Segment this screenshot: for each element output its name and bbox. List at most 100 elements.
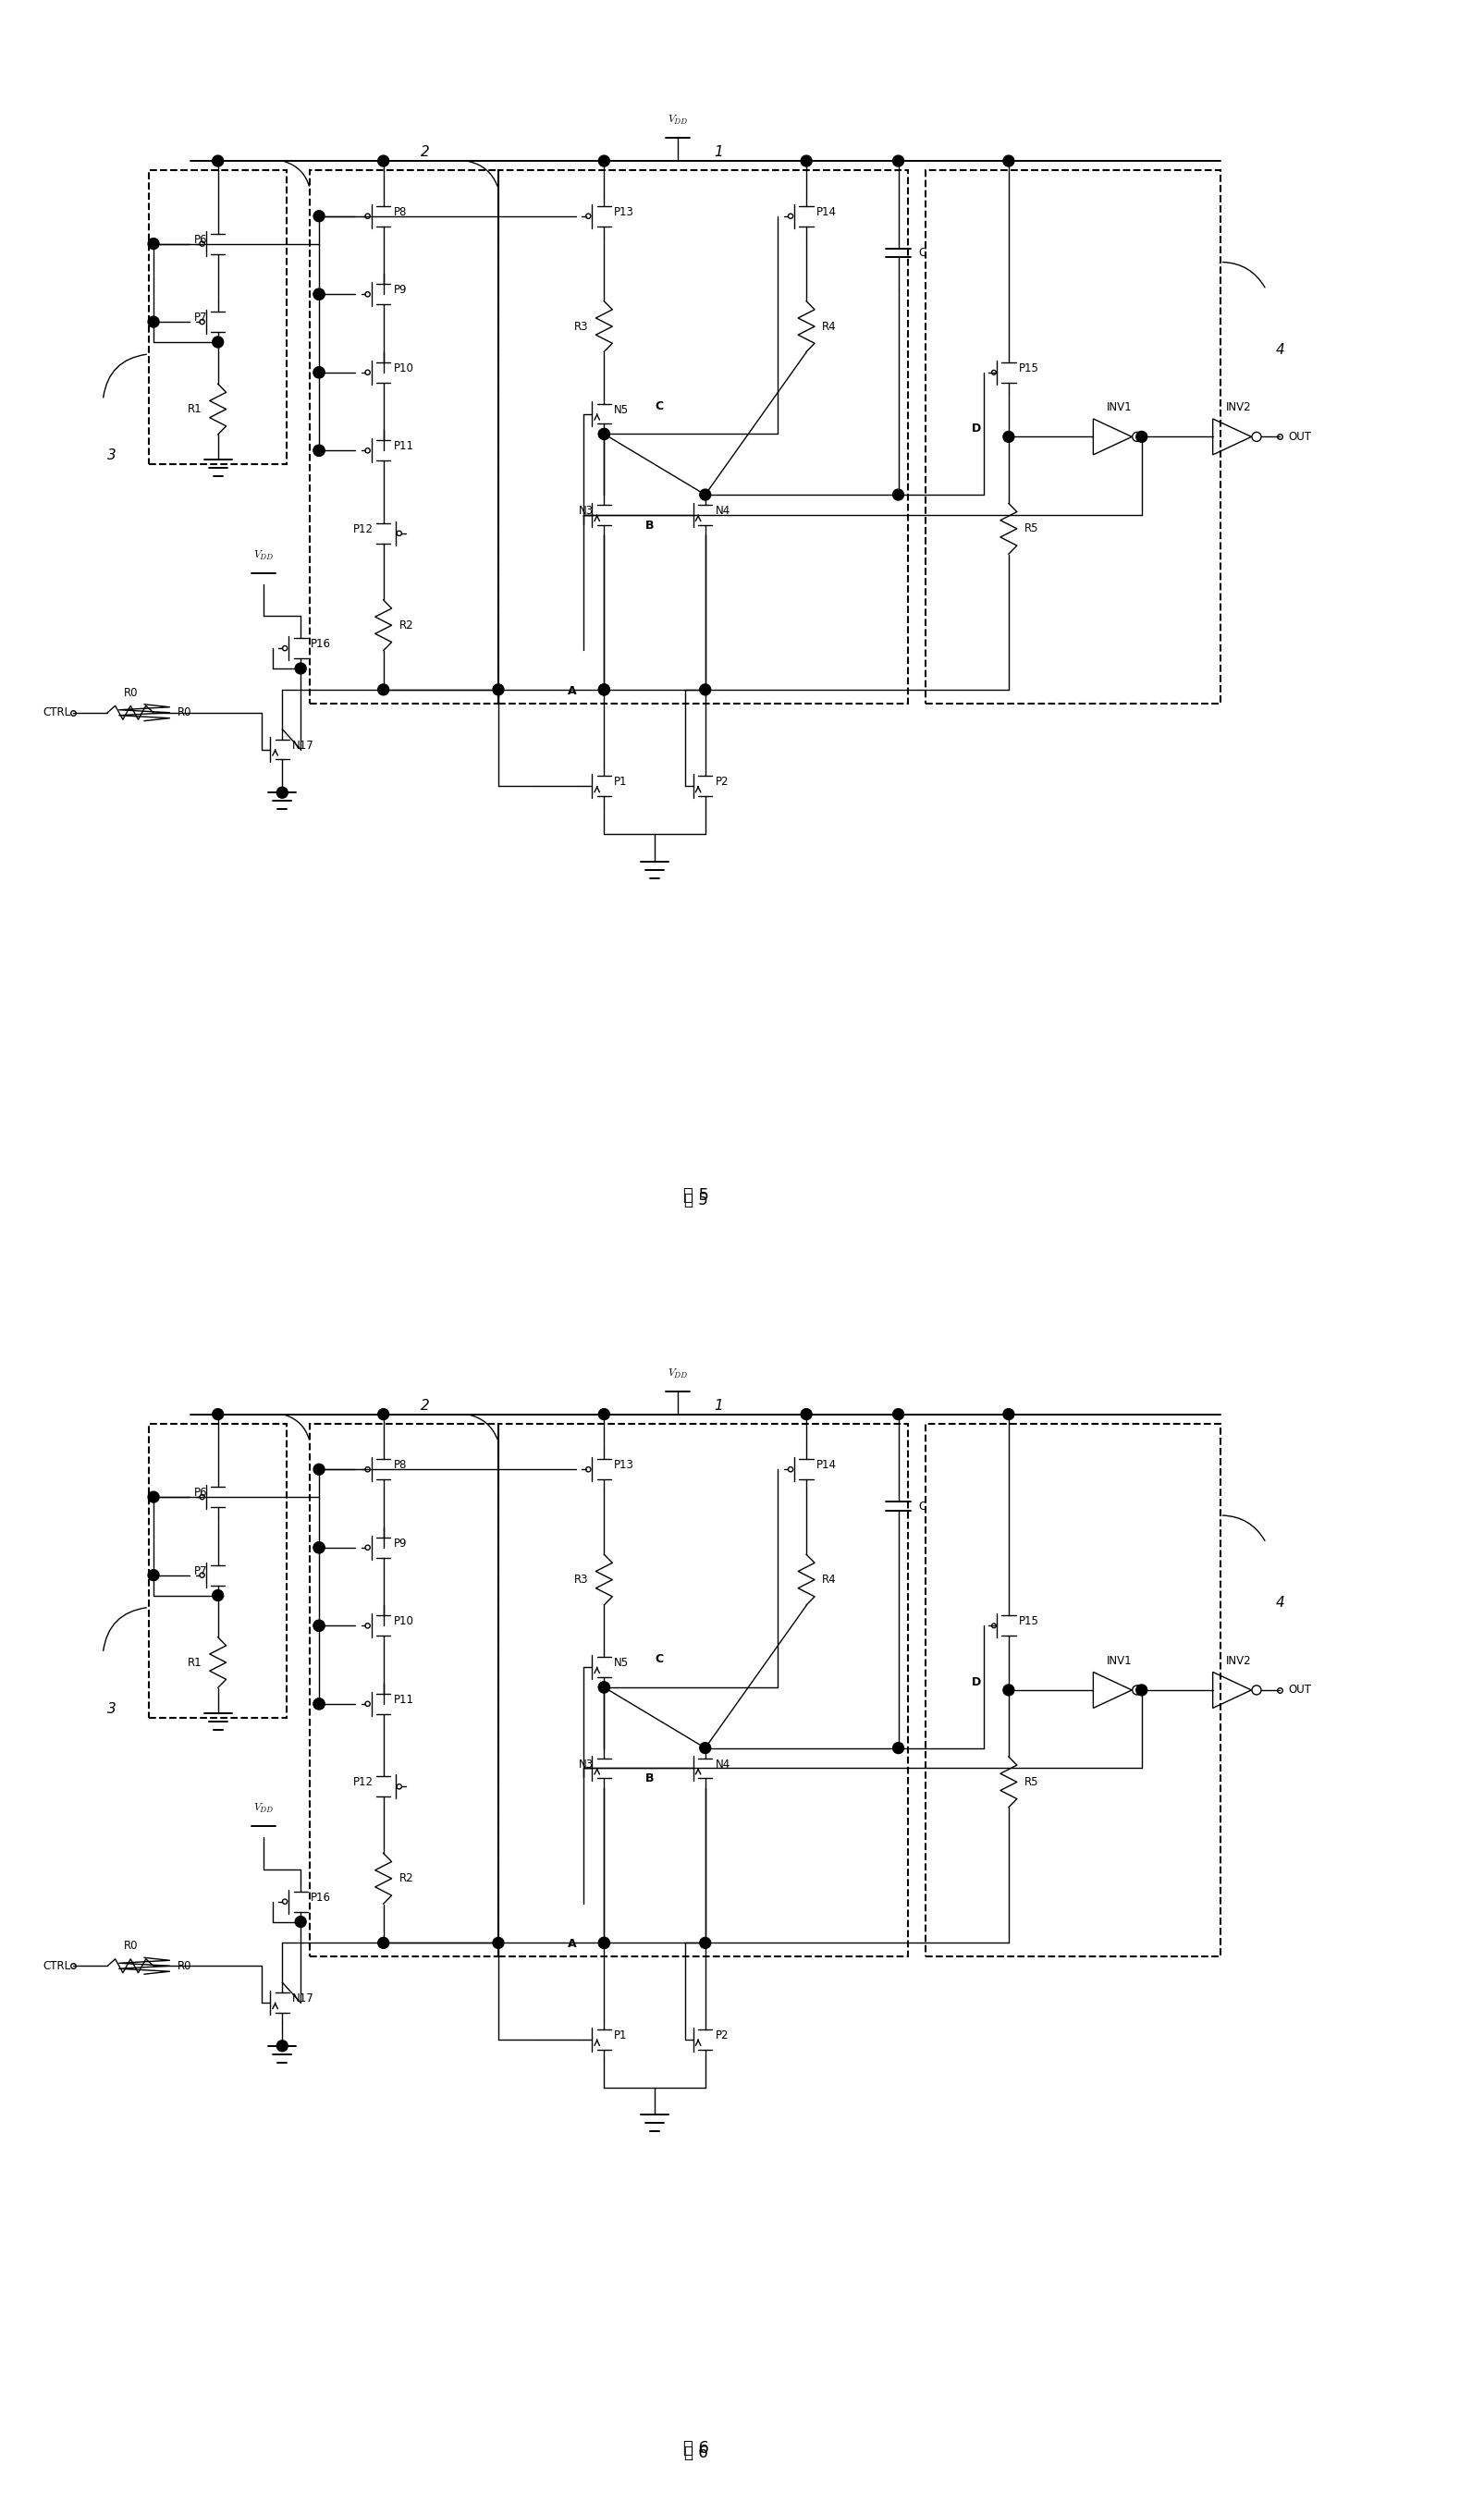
Circle shape	[148, 1571, 159, 1581]
Text: P1: P1	[614, 2031, 628, 2041]
Bar	[310, 1422, 499, 1958]
Text: D: D	[972, 1676, 981, 1689]
Circle shape	[313, 1543, 325, 1553]
Text: P8: P8	[393, 206, 407, 219]
Text: P8: P8	[393, 1460, 407, 1470]
Circle shape	[493, 1938, 505, 1948]
Text: 3: 3	[107, 1701, 117, 1716]
Text: P9: P9	[393, 1538, 407, 1551]
Text: INV1: INV1	[1106, 402, 1132, 415]
Text: R5: R5	[1024, 523, 1039, 535]
Text: C: C	[654, 400, 663, 412]
Text: $V_{DD}$: $V_{DD}$	[668, 113, 689, 128]
Circle shape	[313, 289, 325, 299]
Text: 1: 1	[714, 146, 723, 158]
Text: N3: N3	[579, 505, 594, 518]
Text: P11: P11	[393, 440, 414, 452]
Circle shape	[313, 1621, 325, 1631]
Text: 图 5: 图 5	[683, 1186, 709, 1204]
Circle shape	[598, 430, 610, 440]
Text: R5: R5	[1024, 1777, 1039, 1789]
Text: 2: 2	[420, 146, 429, 158]
Circle shape	[598, 1938, 610, 1948]
Text: P12: P12	[353, 523, 374, 535]
Circle shape	[378, 684, 389, 696]
Circle shape	[378, 1410, 389, 1420]
Circle shape	[1137, 1684, 1147, 1696]
Text: 图 6: 图 6	[683, 2440, 709, 2458]
Bar	[310, 171, 499, 704]
Circle shape	[313, 289, 325, 299]
Text: P1: P1	[614, 777, 628, 789]
Circle shape	[893, 1410, 904, 1420]
Circle shape	[378, 156, 389, 166]
Text: 图 5: 图 5	[684, 1191, 708, 1209]
Bar	[499, 171, 908, 704]
Text: INV2: INV2	[1226, 1656, 1251, 1666]
Circle shape	[893, 1742, 904, 1754]
Circle shape	[801, 156, 812, 166]
Circle shape	[313, 367, 325, 377]
Text: P13: P13	[614, 1460, 635, 1470]
Text: P10: P10	[393, 1616, 414, 1628]
Text: C: C	[654, 1654, 663, 1666]
Text: R0: R0	[123, 1940, 138, 1953]
Text: $V_{DD}$: $V_{DD}$	[254, 548, 275, 563]
Text: A: A	[567, 686, 576, 696]
Text: P16: P16	[310, 638, 331, 651]
Bar	[148, 1422, 286, 1719]
Circle shape	[598, 1938, 610, 1948]
Circle shape	[313, 1543, 325, 1553]
Circle shape	[493, 684, 505, 696]
Text: R0: R0	[123, 686, 138, 699]
Circle shape	[313, 445, 325, 455]
Text: P7: P7	[194, 1566, 208, 1578]
Circle shape	[313, 211, 325, 221]
Circle shape	[598, 1410, 610, 1420]
Text: N17: N17	[292, 739, 315, 751]
Circle shape	[598, 684, 610, 696]
Text: P14: P14	[816, 206, 837, 219]
Circle shape	[1137, 432, 1147, 442]
Circle shape	[598, 1681, 610, 1694]
Text: A: A	[567, 1938, 576, 1950]
Circle shape	[1003, 432, 1014, 442]
Circle shape	[212, 1410, 224, 1420]
Text: P2: P2	[715, 777, 729, 789]
Text: OUT: OUT	[1288, 430, 1312, 442]
Text: R4: R4	[822, 1573, 837, 1586]
Text: R4: R4	[822, 322, 837, 332]
Circle shape	[1003, 1684, 1014, 1696]
Text: N3: N3	[579, 1759, 594, 1769]
Bar	[499, 1422, 908, 1958]
Text: R1: R1	[188, 1656, 202, 1669]
Text: R3: R3	[574, 322, 589, 332]
Text: 3: 3	[107, 450, 117, 462]
Circle shape	[699, 1938, 711, 1948]
Text: P13: P13	[614, 206, 635, 219]
Text: R3: R3	[574, 1573, 589, 1586]
Circle shape	[313, 1621, 325, 1631]
Circle shape	[313, 1699, 325, 1709]
Text: P14: P14	[816, 1460, 837, 1470]
Circle shape	[313, 367, 325, 377]
Text: P15: P15	[1018, 1616, 1039, 1628]
Bar	[926, 171, 1220, 704]
Circle shape	[295, 1917, 306, 1927]
Text: R0: R0	[177, 1960, 191, 1973]
Circle shape	[699, 490, 711, 500]
Circle shape	[598, 684, 610, 696]
Circle shape	[313, 445, 325, 455]
Text: OUT: OUT	[1288, 1684, 1312, 1696]
Text: CTRL: CTRL	[43, 1960, 71, 1973]
Text: P2: P2	[715, 2031, 729, 2041]
Text: R0: R0	[177, 706, 191, 719]
Text: P6: P6	[194, 234, 208, 246]
Circle shape	[893, 490, 904, 500]
Circle shape	[276, 787, 288, 799]
Circle shape	[148, 239, 159, 249]
Text: $V_{DD}$: $V_{DD}$	[254, 1802, 275, 1814]
Text: P11: P11	[393, 1694, 414, 1706]
Text: D: D	[972, 422, 981, 435]
Text: B: B	[646, 1772, 654, 1784]
